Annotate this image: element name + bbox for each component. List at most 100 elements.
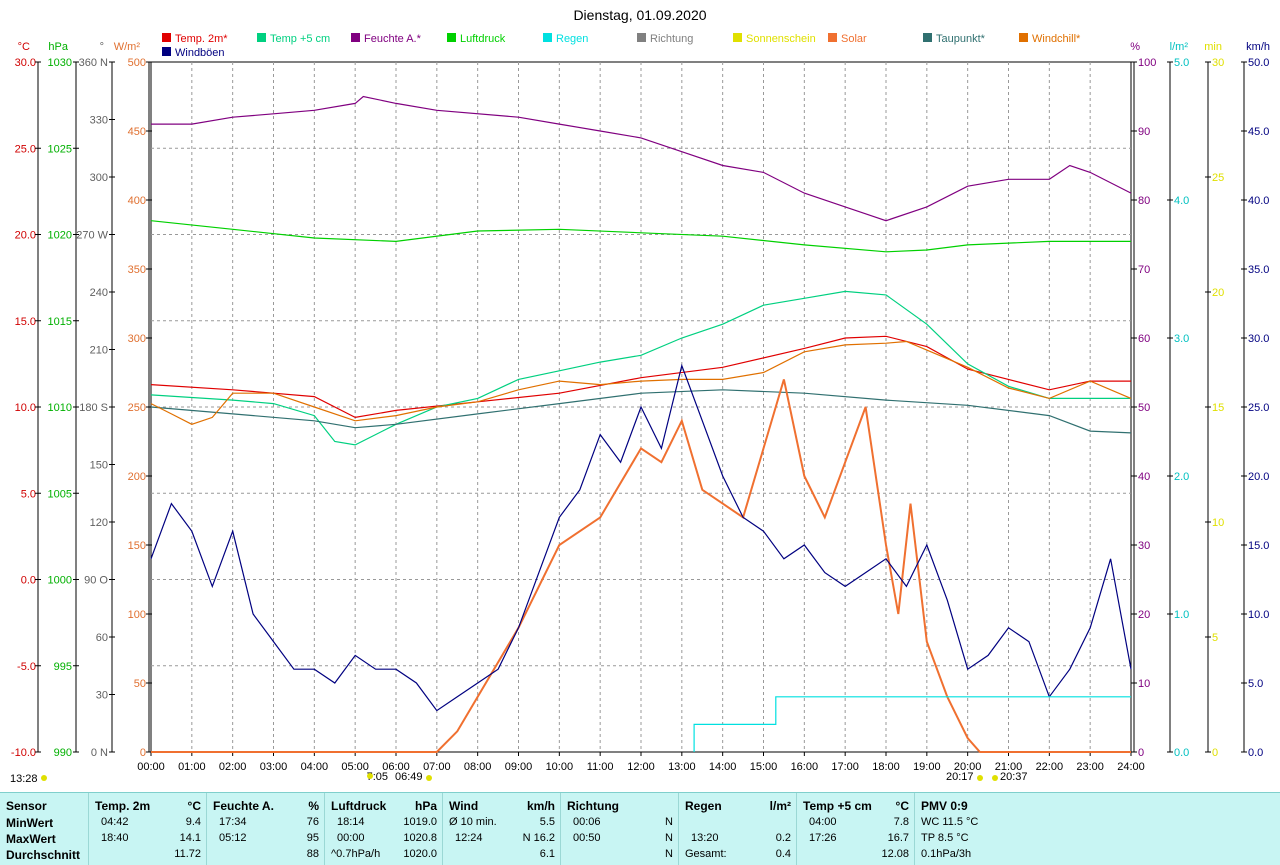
stats-dir-header: Richtung [567,799,619,813]
stats-dir-max-time: 00:50 [573,832,601,844]
axis-tick-label: 5 [1212,632,1218,644]
stats-temp-avg: 11.72 [174,848,201,860]
chart-axes: 30.025.020.015.010.05.00.0-5.0-10.010301… [11,41,1270,773]
stats-wind-avg10: 5.5 [539,816,555,828]
axis-tick-label: 1020 [48,230,72,242]
time-tick-label: 07:00 [423,761,451,773]
stats-dir-avg: N [665,848,673,860]
axis-tick-label: 10.0 [1248,609,1269,621]
axis-tick-label: 0 [1138,747,1144,759]
time-tick-label: 14:00 [709,761,737,773]
axis-tick-label: 80 [1138,195,1150,207]
axis-tick-label: 15.0 [1248,540,1269,552]
axis-unit-humidity: % [1130,41,1140,53]
stats-temp-min: 9.4 [185,816,201,828]
axis-tick-label: 30 [1138,540,1150,552]
axis-tick-label: 60 [1138,333,1150,345]
stats-press-max-time: 00:00 [337,832,365,844]
sunset-icon [992,775,998,781]
legend-label: Richtung [650,33,693,45]
sunrise-icon [367,773,373,779]
axis-tick-label: 15.0 [15,316,36,328]
legend-label: Taupunkt* [936,33,986,45]
marker-sunset-b: 20:37 [1000,771,1028,783]
axis-tick-label: 20 [1138,609,1150,621]
stats-t5-min-time: 04:00 [809,816,837,828]
stats-pmv-wc: WC 11.5 °C [921,816,979,828]
axis-unit-solar: W/m² [114,41,141,53]
legend-label: Sonnenschein [746,33,816,45]
axis-tick-label: 100 [1138,57,1156,69]
stats-rain-max-time: 13:20 [691,832,719,844]
stats-pmv-trend: 0.1hPa/3h [921,848,972,860]
stats-press-avg: 1020.0 [403,848,437,860]
stats-t5-col: Temp +5 cm °C 04:00 7.8 17:26 16.7 12.08 [796,793,915,865]
series-line-regen [693,696,1131,752]
stats-pmv-tp: TP 8.5 °C [921,832,969,844]
axis-tick-label: 0 N [91,747,108,759]
stats-temp-col: Temp. 2m °C 04:42 9.4 18:40 14.1 11.72 [88,793,207,865]
chart-markers: 13:28 7:05 06:49 20:17 20:37 [10,771,1028,785]
legend-swatch [1019,33,1028,42]
time-tick-label: 11:00 [587,761,614,773]
legend-label: Temp. 2m* [175,33,228,45]
marker-sunset-a: 20:17 [946,771,974,783]
axis-tick-label: 450 [128,126,146,138]
series-line-temp-5-cm [150,290,1131,446]
series-line-taupunkt [150,389,1132,434]
marker-sunrise-b: 06:49 [395,771,423,783]
sunset-icon [977,775,983,781]
axis-tick-label: 90 O [84,575,108,587]
time-tick-label: 04:00 [301,761,329,773]
stats-rain-header: Regen [685,799,722,813]
stats-row-label: Durchschnitt [6,848,81,862]
legend-swatch [162,33,171,42]
time-tick-label: 16:00 [791,761,819,773]
stats-temp-min-time: 04:42 [101,816,129,828]
axis-tick-label: 995 [54,661,72,673]
axis-tick-label: 0.0 [1174,747,1189,759]
axis-unit-pressure: hPa [48,41,68,53]
stats-hum-min-time: 17:34 [219,816,247,828]
stats-t5-max: 16.7 [887,832,909,844]
axis-tick-label: 25.0 [1248,402,1269,414]
stats-wind-col: Wind km/h Ø 10 min. 5.5 12:24 N 16.2 6.1 [442,793,561,865]
stats-wind-header: Wind [449,799,479,813]
axis-tick-label: -10.0 [11,747,36,759]
axis-tick-label: 1025 [48,143,72,155]
stats-press-min-time: 18:14 [337,816,365,828]
stats-rain-col: Regen l/m² 13:20 0.2 Gesamt: 0.4 [678,793,797,865]
axis-tick-label: 40.0 [1248,195,1269,207]
axis-tick-label: 330 [90,115,108,127]
stats-press-unit: hPa [414,799,437,813]
axis-tick-label: 120 [90,517,108,529]
time-tick-label: 00:00 [137,761,165,773]
axis-tick-label: 4.0 [1174,195,1189,207]
stats-hum-col: Feuchte A.% 17:34 76 05:12 95 88 [206,793,325,865]
axis-tick-label: 0.0 [1248,747,1263,759]
axis-tick-label: 1010 [48,402,72,414]
stats-dir-min-time: 00:06 [573,816,601,828]
time-tick-label: 15:00 [750,761,778,773]
chart-title: Dienstag, 01.09.2020 [573,7,706,23]
time-tick-label: 03:00 [260,761,288,773]
time-tick-label: 18:00 [872,761,900,773]
axis-tick-label: 50 [1138,402,1150,414]
axis-unit-temp: °C [18,41,30,53]
axis-tick-label: 60 [96,632,108,644]
axis-tick-label: 150 [90,460,108,472]
chart-series [150,95,1132,753]
axis-tick-label: 1015 [48,316,72,328]
axis-tick-label: 270 W [76,230,108,242]
time-tick-label: 17:00 [831,761,859,773]
legend-swatch [733,33,742,42]
axis-tick-label: 300 [128,333,146,345]
axis-tick-label: 20.0 [1248,471,1269,483]
legend-label: Windböen [175,47,225,59]
series-line-temp-2m [150,335,1131,419]
axis-tick-label: 40 [1138,471,1150,483]
legend-swatch [637,33,646,42]
axis-tick-label: 1005 [48,488,72,500]
axis-tick-label: 1000 [48,575,72,587]
stats-temp-header: Temp. 2m [95,799,151,813]
